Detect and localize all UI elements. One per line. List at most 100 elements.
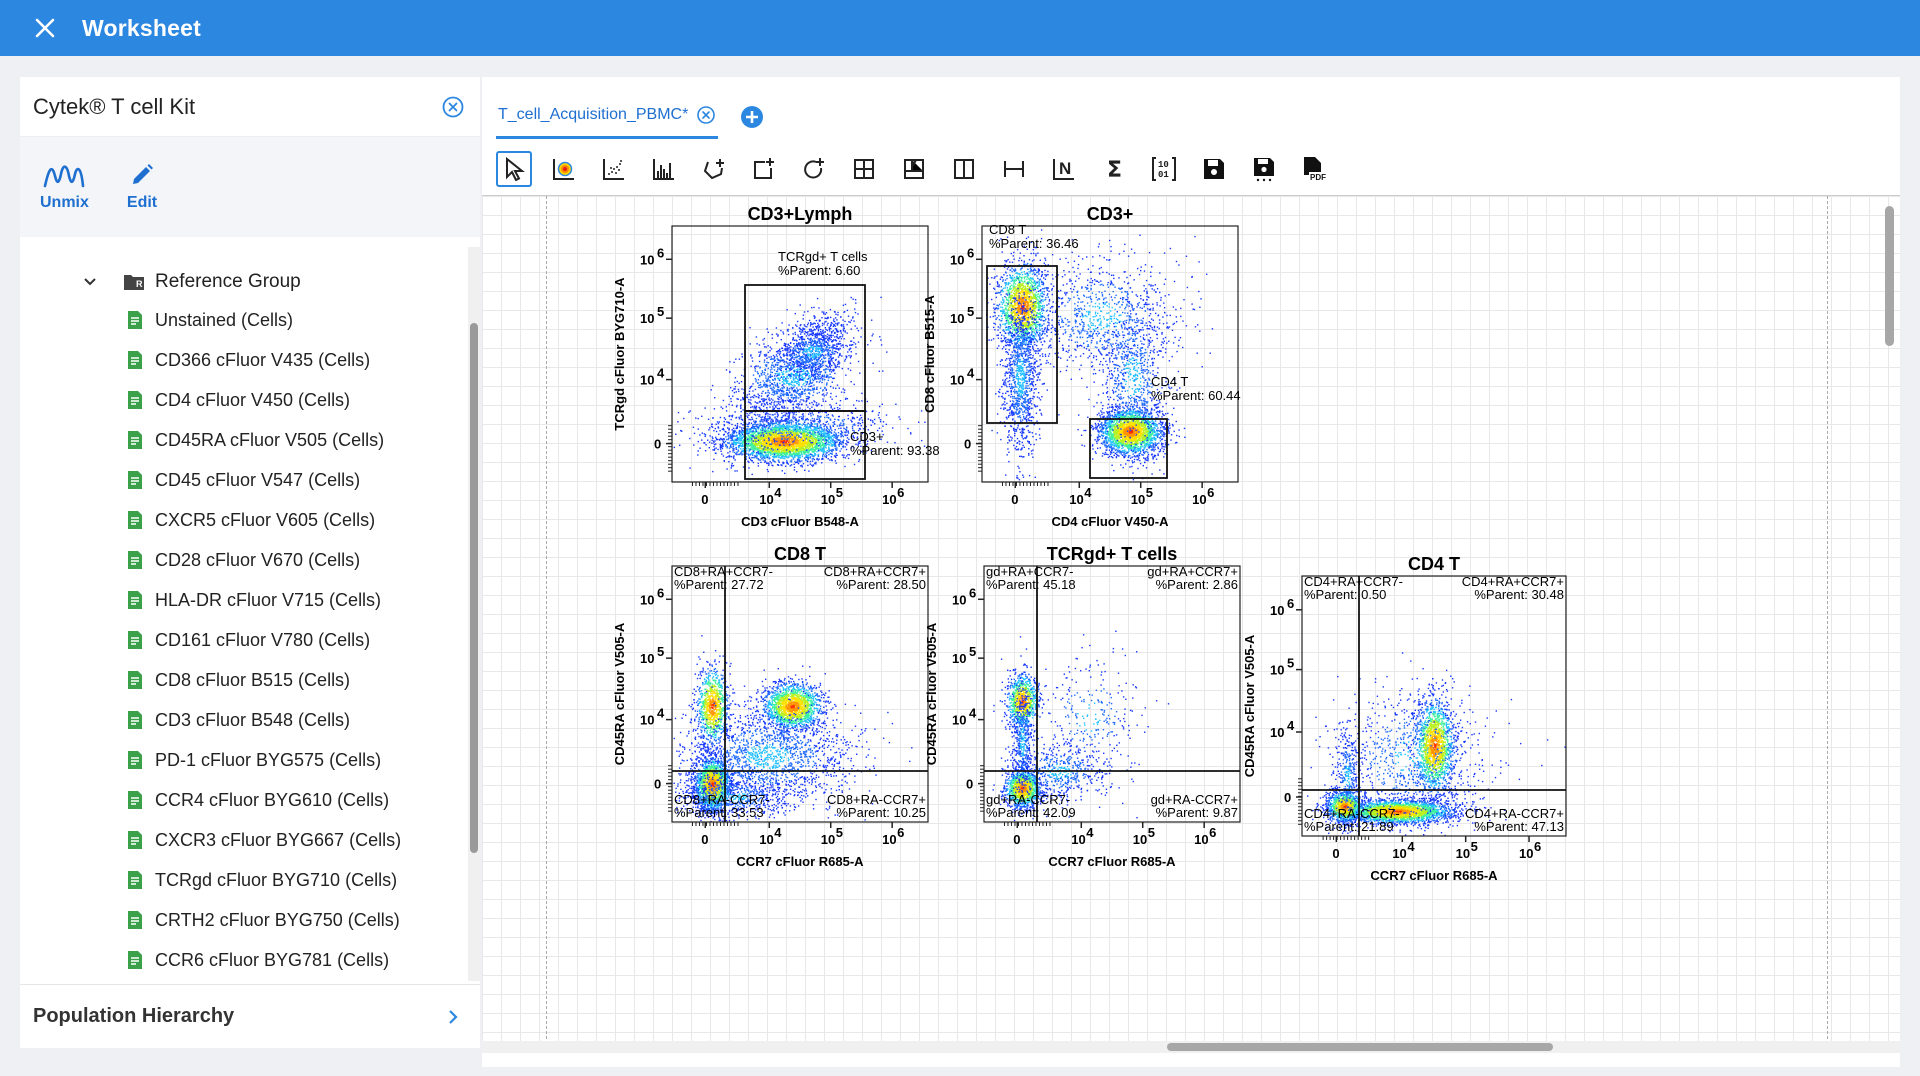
reference-tree: R Reference Group Unstained (Cells) CD366… (20, 247, 480, 981)
y-tick-exponent: 5 (1287, 656, 1294, 671)
tree-item[interactable]: Unstained (Cells) (20, 300, 468, 340)
population-hierarchy-toggle[interactable]: Population Hierarchy (20, 984, 480, 1048)
chevron-down-icon[interactable] (82, 274, 98, 290)
tree-item[interactable]: CD45 cFluor V547 (Cells) (20, 460, 468, 500)
density-plot-tool[interactable] (596, 151, 632, 187)
x-tick-exponent: 5 (1146, 485, 1153, 500)
y-tick-exponent: 6 (969, 585, 976, 600)
quadrant-name: CD4+RA-CCR7- (1304, 806, 1400, 821)
x-tick-label: 0 (701, 832, 708, 847)
tree-item[interactable]: CCR4 cFluor BYG610 (Cells) (20, 780, 468, 820)
tree-item[interactable]: CD3 cFluor B548 (Cells) (20, 700, 468, 740)
flow-plot[interactable]: CD4 T 0 10 4 10 5 10 6 10 6 10 5 10 4 0 CCR7 cFluor R68… (1232, 546, 1586, 911)
x-tick-label: 10 (882, 832, 896, 847)
flow-plot[interactable]: CD3+ 0 10 4 10 5 10 6 10 6 10 5 10 4 0 CD4 cFluor V450-… (912, 196, 1258, 557)
flow-plot[interactable]: CD8 T 0 10 4 10 5 10 6 10 6 10 5 10 4 0 CCR7 cFluor R68… (602, 536, 948, 897)
split-gate-tool[interactable] (946, 151, 982, 187)
x-axis-label: CCR7 cFluor R685-A (1048, 854, 1176, 869)
y-tick-exponent: 4 (657, 706, 665, 721)
quadrant-name: CD4+RA-CCR7+ (1465, 806, 1564, 821)
pdf-export-icon: PDF (1304, 157, 1326, 182)
tree-scrollbar-thumb[interactable] (470, 323, 478, 853)
quadrant-percent: %Parent: 30.48 (1474, 587, 1564, 602)
gate-name: CD4 T (1151, 374, 1188, 389)
tree-item[interactable]: CD161 cFluor V780 (Cells) (20, 620, 468, 660)
gate-percent: %Parent: 36.46 (989, 236, 1079, 251)
polygon-gate-tool[interactable] (696, 151, 732, 187)
tab-label: T_cell_Acquisition_PBMC* (498, 106, 688, 124)
x-tick-exponent: 5 (836, 485, 843, 500)
tree-item-label: CRTH2 cFluor BYG750 (Cells) (155, 910, 400, 931)
tree-item[interactable]: CXCR5 cFluor V605 (Cells) (20, 500, 468, 540)
tree-item[interactable]: CRTH2 cFluor BYG750 (Cells) (20, 900, 468, 940)
dot-plot-tool[interactable] (546, 151, 582, 187)
flow-plot[interactable]: TCRgd+ T cells 0 10 4 10 5 10 6 10 6 10 5 10 4 0 CCR7 c… (914, 536, 1260, 897)
tree-item[interactable]: CD8 cFluor B515 (Cells) (20, 660, 468, 700)
tree-item[interactable]: CD45RA cFluor V505 (Cells) (20, 420, 468, 460)
pdf-export-tool[interactable]: PDF (1296, 151, 1332, 187)
page-guide-left (546, 196, 547, 1053)
pointer-tool[interactable] (496, 151, 532, 187)
close-worksheet-button[interactable] (17, 0, 73, 56)
tree-item[interactable]: CXCR3 cFluor BYG667 (Cells) (20, 820, 468, 860)
add-tab-icon[interactable] (740, 105, 764, 129)
tree-item[interactable]: CCR6 cFluor BYG781 (Cells) (20, 940, 468, 980)
fcs-file-icon (128, 831, 142, 849)
fcs-file-icon (128, 751, 142, 769)
grid-gate-tool[interactable] (896, 151, 932, 187)
quadrant-percent: %Parent: 47.13 (1474, 819, 1564, 834)
save-as-tool[interactable] (1246, 151, 1282, 187)
tree-group-reference[interactable]: R Reference Group (20, 264, 468, 300)
folder-icon: R (124, 275, 144, 290)
canvas-horizontal-scrollbar[interactable] (482, 1041, 1900, 1053)
tree-item[interactable]: HLA-DR cFluor V715 (Cells) (20, 580, 468, 620)
x-tick-label: 10 (1071, 832, 1085, 847)
histogram-tool[interactable] (646, 151, 682, 187)
quadrant-gate-tool[interactable] (846, 151, 882, 187)
y-tick-label: 10 (952, 713, 966, 728)
fcs-file-icon (128, 791, 142, 809)
tree-item[interactable]: PD-1 cFluor BYG575 (Cells) (20, 740, 468, 780)
interval-gate-tool[interactable] (996, 151, 1032, 187)
polygon-gate-icon (703, 159, 724, 180)
gate-rectangle[interactable] (744, 284, 866, 412)
tree-item[interactable]: CD4 cFluor V450 (Cells) (20, 380, 468, 420)
quadrant-percent: %Parent: 42.09 (986, 805, 1076, 820)
unmix-button[interactable]: Unmix (40, 162, 89, 237)
n-label-tool[interactable]: N (1046, 151, 1082, 187)
edit-button[interactable]: Edit (127, 162, 157, 237)
rectangle-gate-tool[interactable] (746, 151, 782, 187)
fcs-file-icon (128, 551, 142, 569)
tree-scrollbar[interactable] (468, 247, 480, 981)
tree-item[interactable]: CD28 cFluor V670 (Cells) (20, 540, 468, 580)
tree-item[interactable]: TCRgd cFluor BYG710 (Cells) (20, 860, 468, 900)
x-tick-exponent: 6 (1534, 839, 1541, 854)
close-circle-icon[interactable] (440, 94, 466, 120)
tree-item[interactable]: CD366 cFluor V435 (Cells) (20, 340, 468, 380)
canvas-vertical-scrollbar[interactable] (1885, 206, 1894, 346)
gate-rectangle[interactable] (986, 265, 1058, 424)
tab-t-cell-acquisition[interactable]: T_cell_Acquisition_PBMC* (496, 93, 719, 139)
plot-canvas[interactable]: CD3+Lymph 0 10 4 10 5 10 6 10 6 10 5 10 4 0 CD3 cFluor … (482, 195, 1900, 1053)
x-tick-label: 0 (1011, 492, 1018, 507)
ellipse-gate-tool[interactable] (796, 151, 832, 187)
edit-label: Edit (127, 194, 157, 212)
x-tick-label: 10 (759, 492, 773, 507)
canvas-horizontal-scrollbar-thumb[interactable] (1167, 1043, 1553, 1051)
quadrant-percent: %Parent: 28.50 (836, 577, 926, 592)
tree-item-label: CD45RA cFluor V505 (Cells) (155, 430, 384, 451)
y-tick-label: 10 (640, 592, 654, 607)
gate-rectangle[interactable] (1089, 418, 1168, 479)
flow-plot[interactable]: CD3+Lymph 0 10 4 10 5 10 6 10 6 10 5 10 4 0 CD3 cFluor … (602, 196, 948, 557)
gate-rectangle[interactable] (744, 410, 866, 480)
binary-tool[interactable]: 10 01 (1146, 151, 1182, 187)
save-tool[interactable] (1196, 151, 1232, 187)
statistics-tool[interactable]: Σ (1096, 151, 1132, 187)
close-circle-icon[interactable] (696, 105, 716, 125)
